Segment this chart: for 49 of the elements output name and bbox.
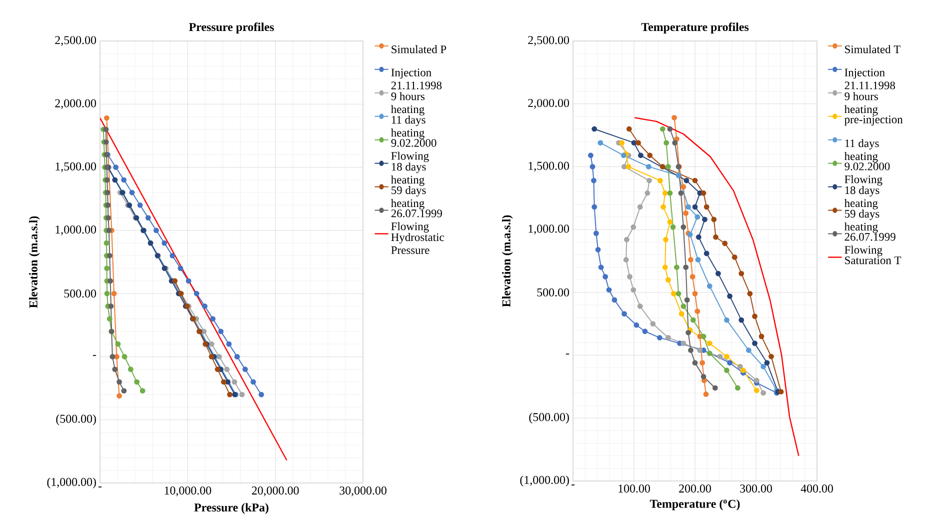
legend-label: 59 days heating (844, 210, 880, 233)
y-tick-label: (500.00) (56, 414, 96, 426)
y-tick-label: 2,000.00 (55, 99, 96, 110)
legend-label: 11 days heating (390, 116, 426, 139)
legend-label: pre-injection (844, 116, 903, 126)
y-tick-label: - (566, 354, 570, 355)
legend-label: 11 days heating (844, 139, 879, 162)
y-axis-title: Elevation (m.a.s.l) (502, 215, 513, 307)
y-tick-label: 2,500.00 (55, 36, 96, 46)
x-tick-label: 100.00 (618, 484, 650, 493)
chart-title: Pressure profiles (189, 22, 274, 34)
x-tick-label: - (98, 486, 102, 488)
y-tick-label: 1,000.00 (528, 224, 570, 234)
x-tick-label: 300.00 (740, 484, 772, 493)
legend-label: Saturation T (845, 256, 902, 264)
legend-label: Injection 21.11.1998 (391, 68, 442, 90)
legend-label: Injection 21.11.1998 (844, 68, 896, 90)
y-tick-label: (500.00) (529, 412, 569, 424)
legend-label: 18 days heating (390, 162, 426, 186)
x-tick-label: 30,000.00 (340, 486, 386, 496)
x-tick-label: - (571, 484, 575, 486)
x-axis-title: Pressure (kPa) (194, 503, 268, 514)
legend-label: 9.02.2000 Flowing (391, 139, 436, 162)
legend-label: 26.07.1999 Flowing (844, 233, 896, 256)
y-tick-label: (1,000.00) (520, 476, 569, 486)
legend-label: 59 days heating (390, 186, 426, 210)
x-tick-label: 200.00 (679, 484, 711, 493)
x-axis-title: Temperature ($^{o}$C) (650, 499, 740, 510)
y-tick-label: - (92, 355, 96, 356)
y-tick-label: 1,000.00 (56, 226, 96, 236)
chart-title: Temperature profiles (641, 22, 749, 34)
y-tick-label: 500.00 (64, 289, 96, 298)
y-tick-label: 1,500.00 (56, 162, 96, 172)
legend-label: 26.07.1999 Flowing (391, 210, 442, 233)
x-tick-label: 10,000.00 (164, 486, 212, 496)
y-tick-label: 1,500.00 (528, 162, 570, 172)
legend-label: Hydrostatic Pressure (391, 233, 444, 254)
legend-label: 9 hours heating (390, 92, 425, 116)
legend-label: 9.02.2000 Flowing (844, 162, 890, 186)
y-tick-label: 2,000.00 (528, 98, 570, 109)
y-tick-label: 2,500.00 (528, 36, 570, 46)
x-tick-label: 20,000.00 (252, 486, 299, 496)
y-tick-label: 500.00 (537, 288, 570, 296)
legend-label: Simulated P (392, 45, 446, 54)
legend-label: Simulated T (845, 45, 900, 54)
legend-label: 18 days heating (844, 186, 880, 210)
y-axis-title: Elevation (m.a.s.l) (29, 216, 40, 308)
y-tick-label: (1,000.00) (47, 478, 96, 488)
x-tick-label: 400.00 (800, 484, 833, 493)
